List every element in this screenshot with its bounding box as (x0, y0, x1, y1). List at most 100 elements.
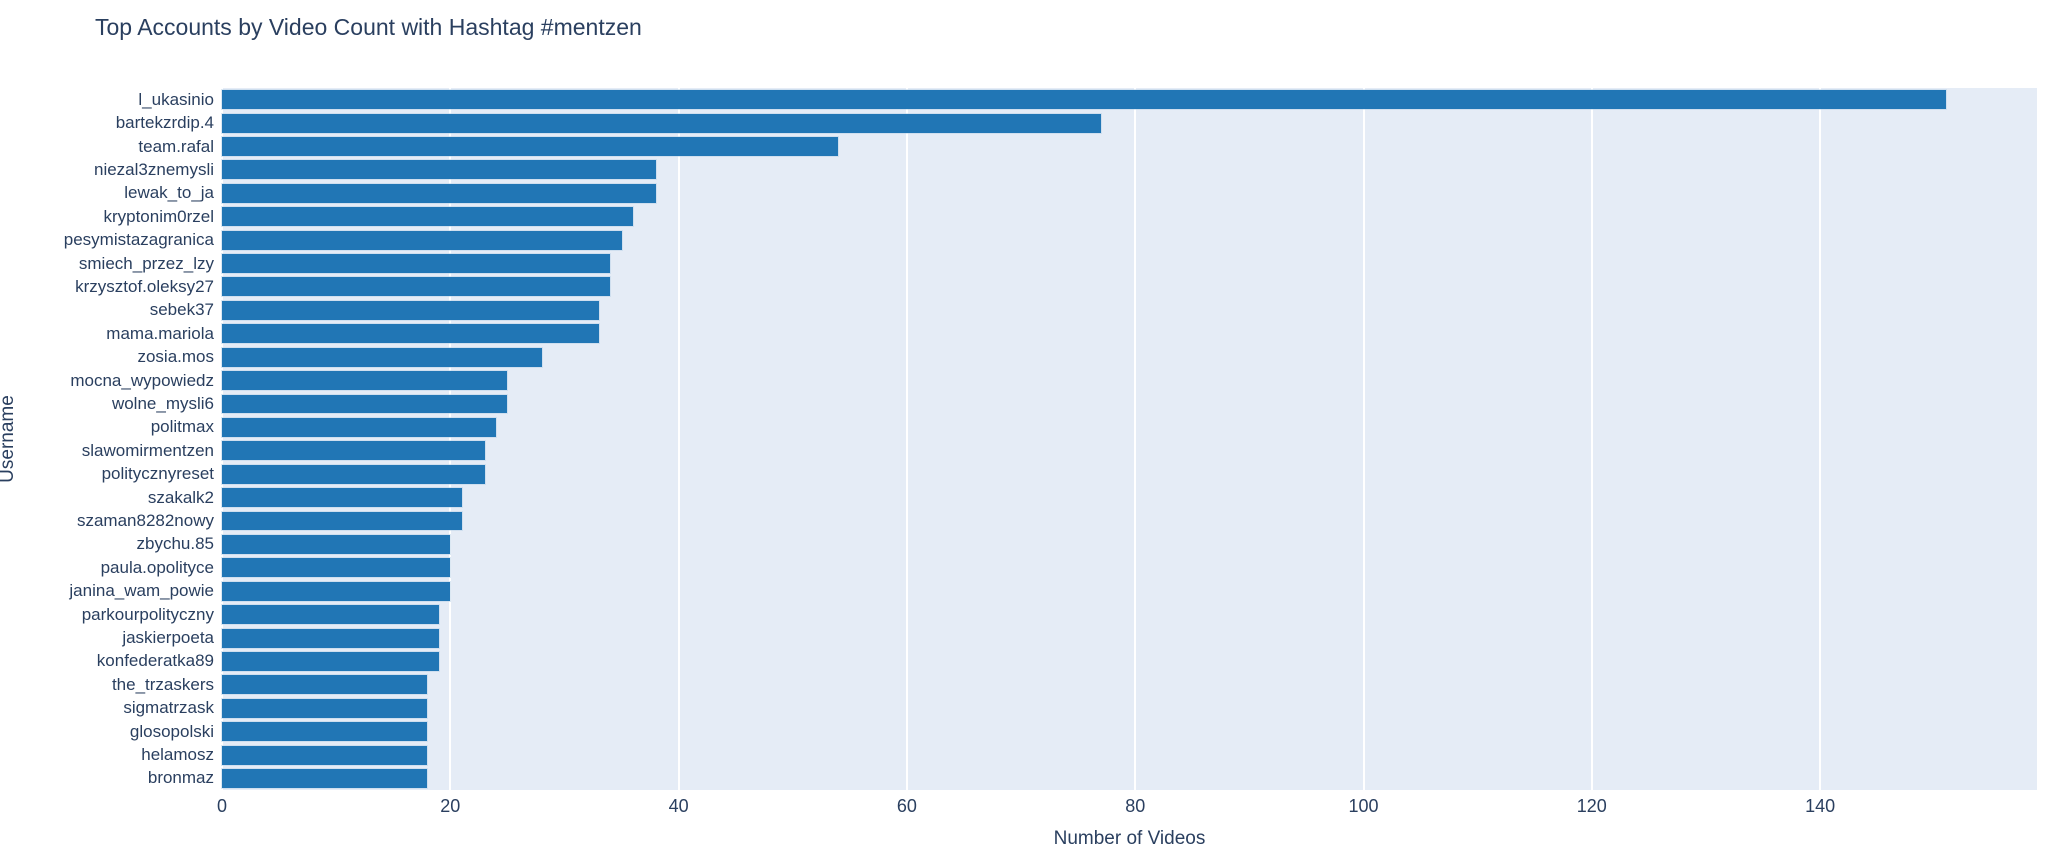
bar-paula.opolityce[interactable] (222, 558, 451, 578)
y-tick-label: sigmatrzask (123, 698, 214, 718)
y-tick-label: parkourpolityczny (81, 604, 214, 624)
bar-konfederatka89[interactable] (222, 651, 439, 671)
bar-row (222, 673, 2037, 696)
y-tick-label: lewak_to_ja (124, 183, 214, 203)
y-tick-label: the_trzaskers (111, 674, 214, 694)
bar-mama.mariola[interactable] (222, 324, 599, 344)
y-tick-label: konfederatka89 (96, 651, 214, 671)
bar-sebek37[interactable] (222, 300, 599, 320)
y-tick-label: zbychu.85 (136, 534, 215, 554)
y-tick-label: jaskierpoeta (122, 628, 214, 648)
bar-row (222, 580, 2037, 603)
gridline-x-120 (1590, 88, 1593, 790)
bar-mocna_wypowiedz[interactable] (222, 371, 508, 391)
bar-zbychu.85[interactable] (222, 534, 451, 554)
gridline-x-60 (905, 88, 908, 790)
x-tick-label: 80 (1125, 796, 1146, 816)
gridline-x-80 (1134, 88, 1137, 790)
bar-row (222, 720, 2037, 743)
bar-politmax[interactable] (222, 417, 496, 437)
y-tick-label: wolne_mysli6 (111, 393, 214, 413)
x-tick-label: 140 (1805, 796, 1836, 816)
x-axis-tick-labels: 0 20 40 60 80 100 120 140 (0, 796, 2048, 820)
bar-row (222, 626, 2037, 649)
bar-row (222, 416, 2037, 439)
y-tick-label: team.rafal (138, 136, 214, 156)
y-tick-label: politmax (150, 417, 214, 437)
gridline-x-100 (1362, 88, 1365, 790)
x-tick-label: 20 (440, 796, 461, 816)
bar-krzysztof.oleksy27[interactable] (222, 277, 611, 297)
bar-the_trzaskers[interactable] (222, 675, 428, 695)
bar-row (222, 463, 2037, 486)
y-tick-label: mocna_wypowiedz (70, 370, 214, 390)
bar-smiech_przez_lzy[interactable] (222, 254, 611, 274)
bar-row (222, 111, 2037, 134)
bar-row (222, 603, 2037, 626)
y-tick-label: l_ukasinio (138, 89, 214, 109)
bar-row (222, 743, 2037, 766)
y-tick-label: zosia.mos (137, 347, 214, 367)
y-tick-label: sebek37 (149, 300, 214, 320)
bar-team.rafal[interactable] (222, 137, 839, 156)
bar-kryptonim0rzel[interactable] (222, 207, 633, 227)
y-tick-label: krzysztof.oleksy27 (75, 276, 214, 296)
gridline-x-0 (221, 88, 223, 790)
bar-row (222, 182, 2037, 205)
y-tick-label: niezal3znemysli (94, 159, 214, 179)
bar-row (222, 322, 2037, 345)
bar-row (222, 275, 2037, 298)
bar-series (222, 88, 2037, 790)
bar-row (222, 252, 2037, 275)
y-tick-label: janina_wam_powie (69, 581, 214, 601)
bar-row (222, 299, 2037, 322)
bar-row (222, 556, 2037, 579)
y-tick-label: slawomirmentzen (81, 440, 214, 460)
bar-slawomirmentzen[interactable] (222, 441, 485, 461)
bar-zosia.mos[interactable] (222, 347, 542, 367)
y-tick-label: szakalk2 (147, 487, 214, 507)
bar-janina_wam_powie[interactable] (222, 581, 451, 601)
bar-row (222, 650, 2037, 673)
y-tick-label: kryptonim0rzel (103, 206, 214, 226)
bar-row (222, 345, 2037, 368)
bar-sigmatrzask[interactable] (222, 698, 428, 718)
bar-helamosz[interactable] (222, 745, 428, 765)
bar-glosopolski[interactable] (222, 722, 428, 742)
y-tick-label: mama.mariola (106, 323, 214, 343)
bar-l_ukasinio[interactable] (222, 90, 1946, 110)
bar-row (222, 135, 2037, 158)
y-tick-label: politycznyreset (101, 464, 214, 484)
y-tick-label: glosopolski (129, 721, 214, 741)
y-tick-label: pesymistazagranica (63, 230, 214, 250)
bar-row (222, 369, 2037, 392)
bar-row (222, 767, 2037, 790)
y-tick-label: bartekzrdip.4 (115, 113, 214, 133)
bar-niezal3znemysli[interactable] (222, 160, 656, 180)
bar-row (222, 158, 2037, 181)
bar-row (222, 228, 2037, 251)
bar-pesymistazagranica[interactable] (222, 230, 622, 250)
bar-row (222, 486, 2037, 509)
x-tick-label: 60 (896, 796, 917, 816)
bar-wolne_mysli6[interactable] (222, 394, 508, 414)
y-tick-label: szaman8282nowy (76, 511, 214, 531)
y-tick-label: helamosz (141, 745, 214, 765)
bar-lewak_to_ja[interactable] (222, 183, 656, 203)
bar-bartekzrdip.4[interactable] (222, 113, 1101, 133)
plot-area[interactable] (221, 88, 2037, 790)
bar-row (222, 533, 2037, 556)
bar-row (222, 205, 2037, 228)
bar-szakalk2[interactable] (222, 488, 462, 508)
bar-szaman8282nowy[interactable] (222, 511, 462, 531)
bar-bronmaz[interactable] (222, 769, 428, 788)
x-tick-label: 0 (216, 796, 228, 816)
chart-title: Top Accounts by Video Count with Hashtag… (95, 14, 642, 40)
x-tick-label: 100 (1348, 796, 1379, 816)
bar-politycznyreset[interactable] (222, 464, 485, 484)
x-tick-label: 40 (668, 796, 689, 816)
bar-jaskierpoeta[interactable] (222, 628, 439, 648)
bar-parkourpolityczny[interactable] (222, 605, 439, 625)
bar-row (222, 509, 2037, 532)
